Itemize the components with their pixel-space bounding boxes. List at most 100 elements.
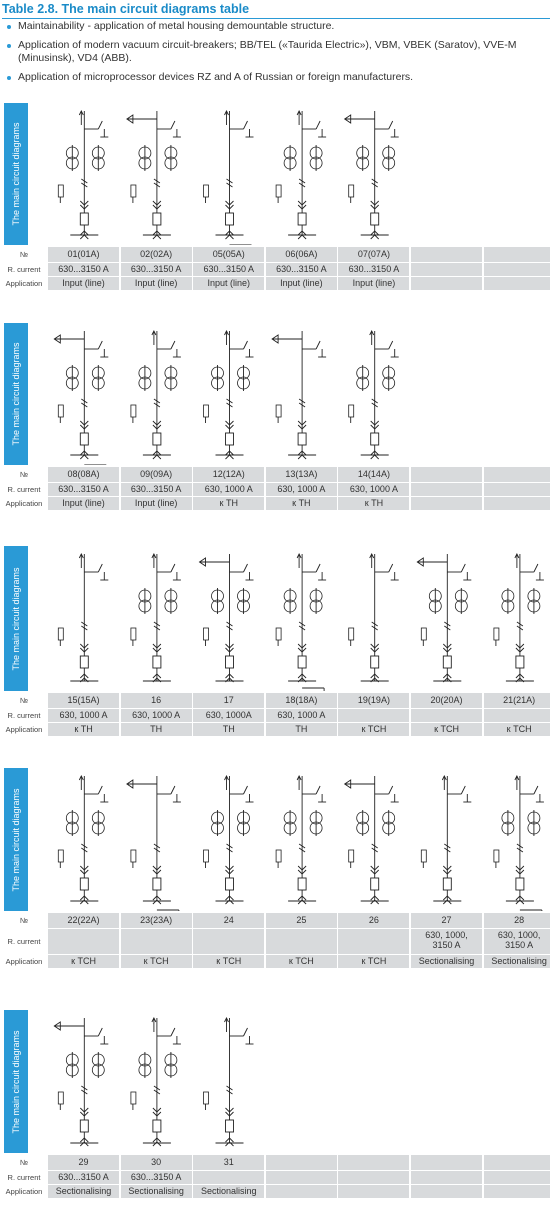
table-cell: 24 xyxy=(193,913,265,928)
cell-value-num: 17 xyxy=(223,695,234,705)
circuit-diagram-14(14A) xyxy=(348,329,399,460)
table-cell: 630...3150 A xyxy=(48,483,120,496)
table-cell: к ТСН xyxy=(48,955,120,968)
cell-value-num: 28 xyxy=(514,915,525,925)
cell-value-num: 18(18A) xyxy=(285,695,318,705)
table-cell: к ТН xyxy=(265,497,337,510)
table-cell: 09(09A) xyxy=(120,467,192,482)
cell-value-application: Input (line) xyxy=(352,278,396,288)
circuit-diagram-30 xyxy=(130,1016,181,1147)
cell-value-application: Sectionalising xyxy=(128,1186,184,1196)
side-label: The main circuit diagrams xyxy=(11,566,21,671)
cell-value-current: 630, 1000 A xyxy=(277,484,326,494)
table-cell: 630, 1000 A xyxy=(338,483,410,496)
cell-value-num: 02(02A) xyxy=(140,249,173,259)
table-cell: 630, 1000 A xyxy=(265,483,337,496)
table-cell: 29 xyxy=(48,1155,120,1170)
cell-value-application: Sectionalising xyxy=(55,1186,112,1196)
row-label-num: № xyxy=(19,1158,29,1167)
table-cell: 630...3150 A xyxy=(120,483,192,496)
table-cell xyxy=(120,929,192,954)
table-cell: 05(05A) xyxy=(193,247,265,262)
side-label: The main circuit diagrams xyxy=(11,122,21,226)
row-label-application: Application xyxy=(5,957,43,966)
table-cell: 630, 1000, 3150 A xyxy=(411,929,483,954)
circuit-diagram-16 xyxy=(130,552,181,683)
table-cell xyxy=(483,497,550,510)
table-cell: 630, 1000 A xyxy=(120,709,192,722)
table-cell: 22(22A) xyxy=(48,913,120,928)
table-cell xyxy=(265,1185,337,1198)
circuit-diagram-15(15A) xyxy=(57,552,109,683)
row-label-application: Application xyxy=(5,1187,43,1196)
table-cell: Input (line) xyxy=(265,277,337,290)
table-cell: 630...3150 A xyxy=(120,263,192,276)
circuit-diagram-21(21A) xyxy=(493,552,544,683)
circuit-diagram-28 xyxy=(493,774,544,911)
table-cell: Input (line) xyxy=(193,277,265,290)
side-label-bar: The main circuit diagrams xyxy=(4,323,28,465)
circuit-diagram-08(08A) xyxy=(53,331,109,465)
table-cell xyxy=(483,277,550,290)
circuit-diagram-13(13A) xyxy=(271,331,327,460)
row-label-current: R. current xyxy=(7,711,41,720)
table-cell: Sectionalising xyxy=(120,1185,192,1198)
cell-value-application: ТН xyxy=(150,724,163,734)
cell-value-application: Sectionalising xyxy=(200,1186,257,1196)
side-label: The main circuit diagrams xyxy=(11,787,21,892)
circuit-diagram-23(23A) xyxy=(126,776,181,911)
cell-value-num: 29 xyxy=(78,1157,89,1167)
circuit-diagram-27 xyxy=(420,774,472,905)
table-cell: 08(08A) xyxy=(48,467,120,482)
row-label-application: Application xyxy=(5,279,43,288)
table-cell: 26 xyxy=(338,913,410,928)
cell-value-num: 26 xyxy=(368,915,379,925)
table-cell: Input (line) xyxy=(48,497,120,510)
cell-value-application: к ТН xyxy=(74,724,93,734)
table-cell: Input (line) xyxy=(120,277,192,290)
table-cell xyxy=(483,467,550,482)
table-cell: к ТСН xyxy=(411,723,483,736)
table-cell xyxy=(411,483,483,496)
table-cell xyxy=(193,929,265,954)
circuit-diagram-20(20A) xyxy=(416,554,472,683)
table-cell: 20(20A) xyxy=(411,693,483,708)
cell-value-current: 630, 1000, 3150 A xyxy=(425,930,468,950)
cell-value-application: к ТН xyxy=(364,498,384,508)
cell-value-num: 25 xyxy=(296,915,307,925)
cell-value-current: 630, 1000 A xyxy=(59,710,108,720)
cell-value-num: 23(23A) xyxy=(140,915,173,925)
circuit-diagrams xyxy=(53,1016,254,1147)
table-cell xyxy=(483,1171,550,1184)
table-cell: к ТСН xyxy=(120,955,192,968)
feature-item: Application of modern vacuum circuit-bre… xyxy=(6,39,548,65)
table-cell: к ТСН xyxy=(483,723,550,736)
side-label-bar: The main circuit diagrams xyxy=(4,103,28,245)
table-cell xyxy=(265,1171,337,1184)
cell-value-application: Sectionalising xyxy=(491,956,547,966)
row-label-application: Application xyxy=(5,499,43,508)
side-label: The main circuit diagrams xyxy=(11,342,21,446)
circuit-diagrams xyxy=(53,329,399,465)
cell-value-application: Input (line) xyxy=(280,278,323,288)
cell-value-application: к ТН xyxy=(219,498,238,508)
feature-item: Maintainability - application of metal h… xyxy=(6,20,548,33)
cell-value-current: 630...3150 A xyxy=(58,264,109,274)
cell-value-application: к ТСН xyxy=(216,956,242,966)
table-cell xyxy=(265,1155,337,1170)
table-cell: к ТН xyxy=(193,497,265,510)
table-cell: 630, 1000 A xyxy=(265,709,337,722)
circuit-diagram-12(12A) xyxy=(203,329,254,460)
table-cell: ТН xyxy=(193,723,265,736)
cell-value-application: к ТСН xyxy=(143,956,169,966)
circuit-diagram-02(02A) xyxy=(126,111,181,240)
table-cell: 27 xyxy=(411,913,483,928)
table-cell xyxy=(338,1185,410,1198)
table-cell: 13(13A) xyxy=(265,467,337,482)
table-cell xyxy=(483,709,550,722)
table-title: Table 2.8. The main circuit diagrams tab… xyxy=(2,1,550,19)
side-label-bar: The main circuit diagrams xyxy=(4,546,28,691)
table-cell: 630, 1000 A xyxy=(193,483,265,496)
side-label: The main circuit diagrams xyxy=(11,1029,21,1134)
table-cell: 630, 1000 A xyxy=(48,709,120,722)
